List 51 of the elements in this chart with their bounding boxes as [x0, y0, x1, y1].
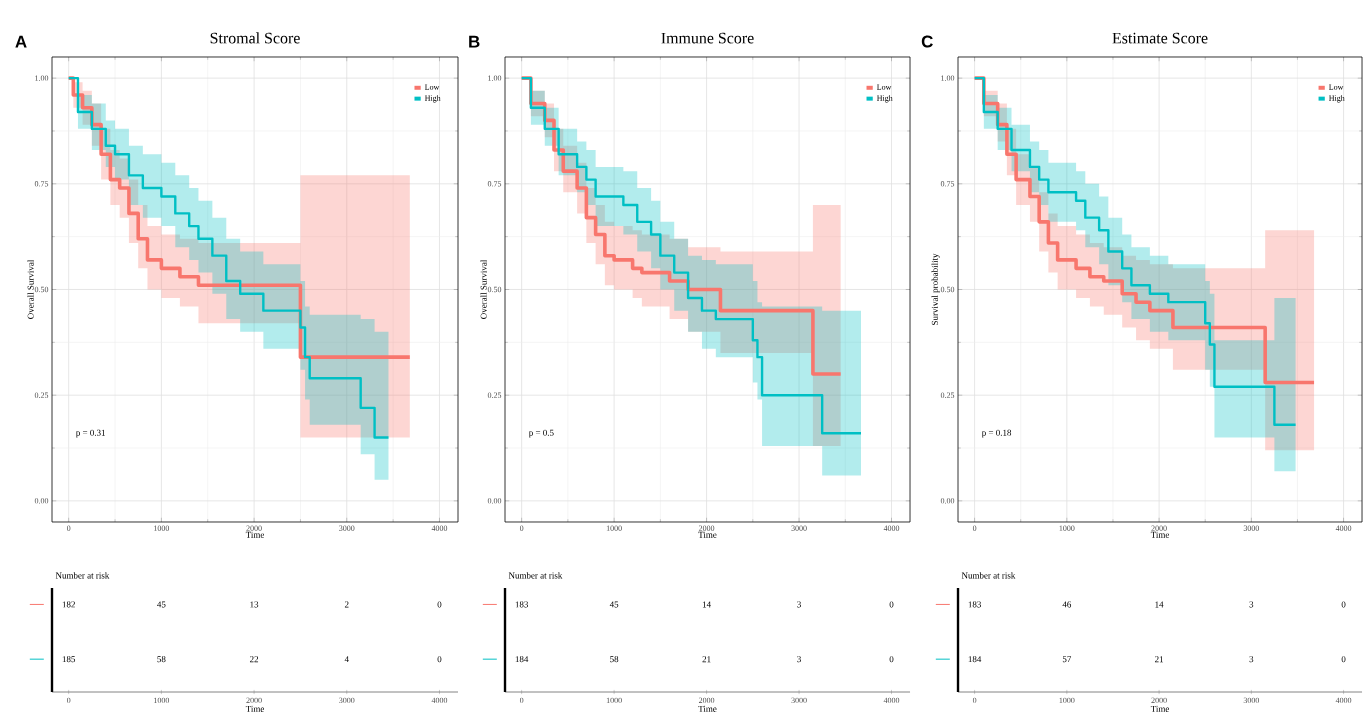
text: A — [15, 35, 27, 48]
data-label: 0 — [889, 601, 894, 608]
y-axis-title: Overall Survival — [480, 259, 487, 319]
x-axis-title: Time — [245, 705, 265, 712]
annotation: p = 0.18 — [981, 429, 1012, 438]
y-axis-title: Survival probability — [931, 253, 940, 325]
text: C — [921, 35, 933, 48]
data-label: 4 — [344, 656, 349, 663]
chart-title: Immune Score — [661, 32, 754, 44]
x-axis-title: Time — [698, 705, 717, 712]
data-label: 45 — [609, 601, 619, 608]
data-label: 3 — [1249, 601, 1254, 608]
data-label: 2 — [344, 601, 349, 608]
data-label: 182 — [62, 601, 75, 608]
chart-title: Number at risk — [961, 572, 1016, 579]
data-label: 3 — [797, 656, 801, 663]
data-label: 21 — [1155, 656, 1164, 663]
data-label: 184 — [515, 656, 529, 663]
chart-title: Estimate Score — [1112, 32, 1208, 44]
data-label: 45 — [157, 601, 166, 608]
data-label: 184 — [968, 656, 982, 663]
data-label: 14 — [1155, 601, 1164, 608]
data-label: 0 — [437, 656, 442, 663]
data-label: 0 — [1341, 656, 1346, 663]
data-label: 46 — [1062, 601, 1072, 608]
x-axis-title: Time — [698, 531, 717, 538]
data-label: 22 — [249, 656, 259, 663]
data-label: 3 — [797, 601, 801, 608]
data-label: 14 — [702, 601, 711, 608]
x-axis-title: Time — [1150, 705, 1170, 712]
data-label: 21 — [702, 656, 711, 663]
chart-title: Stromal Score — [210, 32, 300, 44]
annotation: p = 0.5 — [528, 429, 554, 438]
x-axis-title: Time — [245, 531, 265, 538]
data-label: 13 — [250, 601, 259, 608]
y-axis-title: Overall Survival — [27, 259, 34, 319]
data-label: 0 — [889, 656, 894, 663]
data-label: 183 — [515, 601, 529, 608]
chart-title: Number at risk — [508, 572, 563, 579]
annotation: p = 0.31 — [75, 429, 105, 438]
x-axis-title: Time — [1150, 531, 1170, 538]
data-label: 3 — [1249, 656, 1254, 663]
data-label: 58 — [610, 656, 619, 663]
data-label: 183 — [968, 601, 981, 608]
data-label: 57 — [1062, 656, 1072, 663]
data-label: 0 — [437, 601, 442, 608]
data-label: 185 — [62, 656, 76, 663]
data-label: 58 — [157, 656, 166, 663]
text: B — [469, 35, 480, 48]
data-label: 0 — [1341, 601, 1346, 608]
chart-title: Number at risk — [55, 572, 110, 579]
